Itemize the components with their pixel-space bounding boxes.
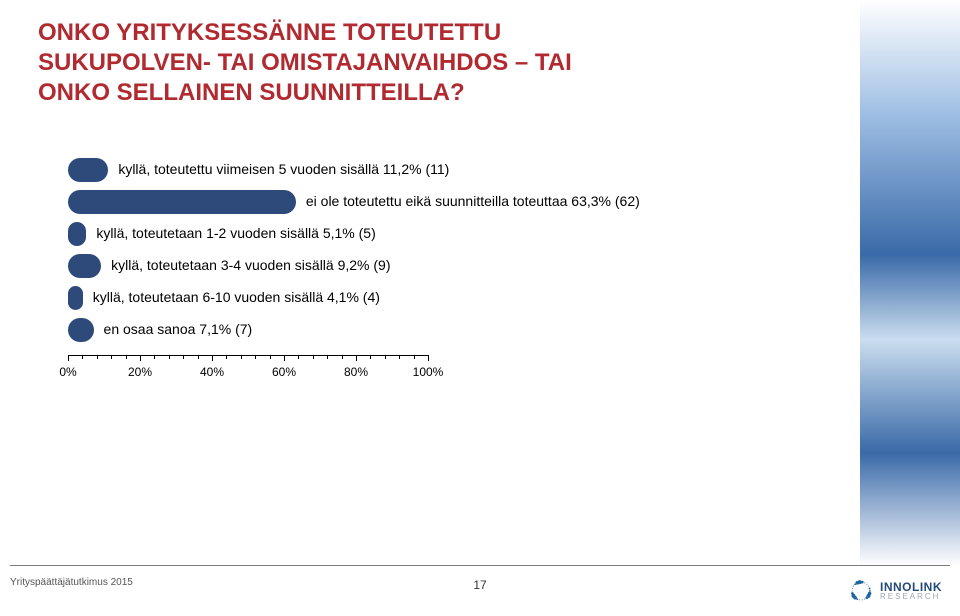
decorative-sidebar-image [860, 0, 960, 566]
bar-label: ei ole toteutettu eikä suunnitteilla tot… [306, 193, 640, 209]
x-axis: 0%20%40%60%80%100% [68, 351, 748, 381]
title-line-3: ONKO SELLAINEN SUUNNITTEILLA? [38, 79, 465, 106]
footer-text: Yrityspäättäjätutkimus 2015 [10, 577, 133, 588]
bar-row: kyllä, toteutettu viimeisen 5 vuoden sis… [68, 155, 748, 185]
brand-logo: INNOLINK RESEARCH [848, 578, 942, 604]
slide: ONKO YRITYKSESSÄNNE TOTEUTETTU SUKUPOLVE… [0, 0, 960, 616]
logo-sub-text: RESEARCH [880, 593, 942, 601]
x-tick-label: 0% [59, 365, 76, 379]
bar-chart: kyllä, toteutettu viimeisen 5 vuoden sis… [68, 155, 748, 381]
bar-row: kyllä, toteutetaan 3-4 vuoden sisällä 9,… [68, 251, 748, 281]
bar-row: en osaa sanoa 7,1% (7) [68, 315, 748, 345]
x-tick-label: 80% [344, 365, 368, 379]
title-line-1: ONKO YRITYKSESSÄNNE TOTEUTETTU [38, 19, 501, 46]
bar [68, 254, 101, 278]
page-title: ONKO YRITYKSESSÄNNE TOTEUTETTU SUKUPOLVE… [38, 18, 678, 108]
x-tick-label: 20% [128, 365, 152, 379]
bar [68, 158, 108, 182]
title-line-2: SUKUPOLVEN- TAI OMISTAJANVAIHDOS – TAI [38, 49, 572, 76]
x-tick-label: 60% [272, 365, 296, 379]
bar-row: kyllä, toteutetaan 1-2 vuoden sisällä 5,… [68, 219, 748, 249]
footer-divider [10, 565, 950, 566]
bar-label: kyllä, toteutetaan 6-10 vuoden sisällä 4… [93, 289, 380, 305]
logo-mark-icon [848, 578, 874, 604]
page-number: 17 [473, 578, 486, 592]
bar-label: kyllä, toteutetaan 1-2 vuoden sisällä 5,… [96, 225, 375, 241]
x-tick-label: 40% [200, 365, 224, 379]
bar-label: en osaa sanoa 7,1% (7) [104, 321, 253, 337]
bar-label: kyllä, toteutettu viimeisen 5 vuoden sis… [118, 161, 449, 177]
bar [68, 286, 83, 310]
logo-text: INNOLINK RESEARCH [880, 581, 942, 601]
bar [68, 222, 86, 246]
bar [68, 318, 94, 342]
x-tick-label: 100% [413, 365, 444, 379]
bar-row: ei ole toteutettu eikä suunnitteilla tot… [68, 187, 748, 217]
bar-row: kyllä, toteutetaan 6-10 vuoden sisällä 4… [68, 283, 748, 313]
bar-label: kyllä, toteutetaan 3-4 vuoden sisällä 9,… [111, 257, 390, 273]
bar [68, 190, 296, 214]
